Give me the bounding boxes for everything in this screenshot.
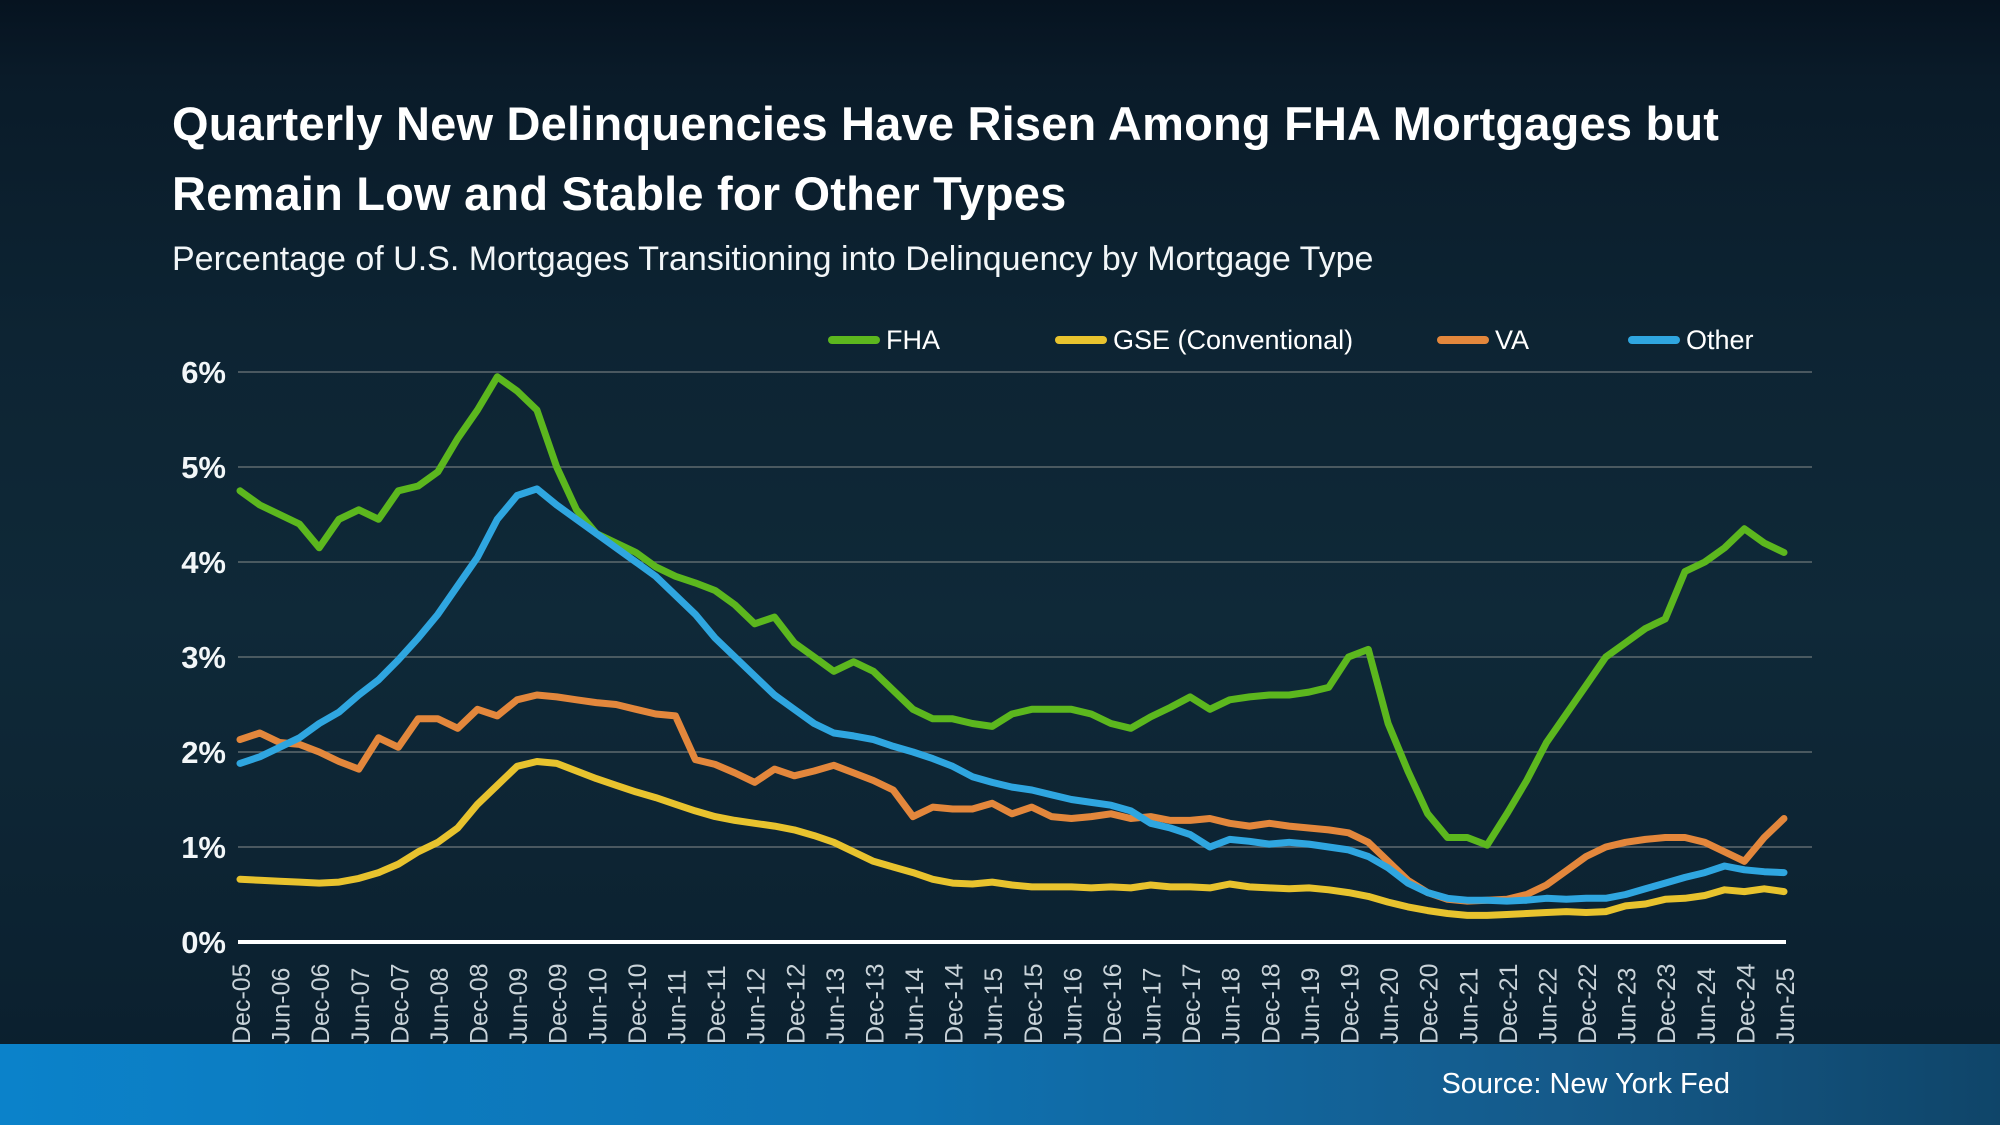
x-tick-Dec-11: Dec-11 <box>703 965 731 1044</box>
other-line-swatch-icon <box>1628 336 1680 344</box>
page-title: Quarterly New Delinquencies Have Risen A… <box>172 97 1720 221</box>
x-tick-Jun-13: Jun-13 <box>822 968 850 1044</box>
x-tick-Jun-20: Jun-20 <box>1376 968 1404 1044</box>
x-tick-Dec-06: Dec-06 <box>307 963 335 1044</box>
x-tick-Dec-20: Dec-20 <box>1416 963 1444 1044</box>
legend-item-gse: GSE (Conventional) <box>1055 322 1353 358</box>
x-tick-Dec-23: Dec-23 <box>1653 963 1681 1044</box>
x-tick-Dec-22: Dec-22 <box>1574 963 1602 1044</box>
x-tick-Dec-18: Dec-18 <box>1257 963 1285 1044</box>
gridlines <box>238 371 1812 944</box>
x-tick-Jun-24: Jun-24 <box>1693 967 1721 1044</box>
fha-line-swatch-icon <box>828 336 880 344</box>
x-tick-Jun-19: Jun-19 <box>1297 968 1325 1044</box>
y-tick-1%: 1% <box>181 830 226 865</box>
series-line-fha <box>236 373 1788 849</box>
va-line-swatch-icon <box>1437 336 1489 344</box>
x-tick-Jun-25: Jun-25 <box>1772 968 1800 1044</box>
x-tick-Dec-15: Dec-15 <box>1020 963 1048 1044</box>
x-axis-labels: Dec-05 Jun-06 Dec-06 Jun-07 Dec-07 Jun-08 Dec-… <box>228 963 1800 1044</box>
source-text: Source: New York Fed <box>1441 1068 1730 1100</box>
y-tick-0%: 0% <box>181 925 226 960</box>
x-tick-Dec-08: Dec-08 <box>466 963 494 1044</box>
x-tick-Jun-22: Jun-22 <box>1534 968 1562 1044</box>
legend-item-va: VA <box>1437 322 1529 358</box>
x-tick-Jun-17: Jun-17 <box>1139 968 1167 1044</box>
x-tick-Dec-10: Dec-10 <box>624 963 652 1044</box>
x-tick-Jun-14: Jun-14 <box>901 967 929 1044</box>
chart-legend: FHA GSE (Conventional) VA Other <box>0 322 2000 358</box>
x-tick-Dec-16: Dec-16 <box>1099 963 1127 1044</box>
x-tick-Jun-23: Jun-23 <box>1614 968 1642 1044</box>
x-tick-Dec-07: Dec-07 <box>386 963 414 1044</box>
x-tick-Dec-19: Dec-19 <box>1337 963 1365 1044</box>
series-line-va <box>236 691 1788 905</box>
page-subtitle: Percentage of U.S. Mortgages Transitioni… <box>172 240 1374 278</box>
y-tick-6%: 6% <box>181 355 226 390</box>
legend-label-va: VA <box>1495 324 1530 355</box>
x-tick-Jun-08: Jun-08 <box>426 968 454 1044</box>
x-tick-Jun-15: Jun-15 <box>980 968 1008 1044</box>
x-tick-Jun-18: Jun-18 <box>1218 968 1246 1044</box>
x-tick-Jun-12: Jun-12 <box>743 968 771 1044</box>
x-tick-Dec-13: Dec-13 <box>861 963 889 1044</box>
x-tick-Dec-21: Dec-21 <box>1495 963 1523 1044</box>
legend-label-gse: GSE (Conventional) <box>1113 324 1354 355</box>
legend-item-other: Other <box>1628 322 1754 358</box>
y-axis-labels: 0% 1% 2% 3% 4% 5% 6% <box>181 355 226 960</box>
x-tick-Jun-10: Jun-10 <box>584 968 612 1044</box>
x-tick-Jun-16: Jun-16 <box>1059 968 1087 1044</box>
y-tick-2%: 2% <box>181 735 226 770</box>
gse-line-swatch-icon <box>1055 336 1107 344</box>
x-tick-Dec-05: Dec-05 <box>228 963 256 1044</box>
x-tick-Dec-09: Dec-09 <box>545 963 573 1044</box>
y-tick-4%: 4% <box>181 545 226 580</box>
x-tick-Dec-24: Dec-24 <box>1732 963 1760 1044</box>
series-line-gse-conventional <box>236 758 1788 919</box>
x-tick-Jun-07: Jun-07 <box>347 968 375 1044</box>
x-tick-Jun-06: Jun-06 <box>268 968 296 1044</box>
bottom-source-bar: Source: New York Fed <box>0 1044 2000 1125</box>
x-tick-Dec-17: Dec-17 <box>1178 963 1206 1044</box>
x-tick-Jun-21: Jun-21 <box>1455 968 1483 1044</box>
y-tick-3%: 3% <box>181 640 226 675</box>
series-line-other <box>236 485 1788 905</box>
x-tick-Jun-11: Jun-11 <box>663 969 691 1044</box>
legend-label-other: Other <box>1686 324 1754 355</box>
series-lines <box>236 373 1788 919</box>
y-tick-5%: 5% <box>181 450 226 485</box>
legend-label-fha: FHA <box>886 324 940 355</box>
x-tick-Dec-14: Dec-14 <box>941 963 969 1044</box>
legend-item-fha: FHA <box>828 322 940 358</box>
x-tick-Dec-12: Dec-12 <box>782 963 810 1044</box>
x-tick-Jun-09: Jun-09 <box>505 968 533 1044</box>
